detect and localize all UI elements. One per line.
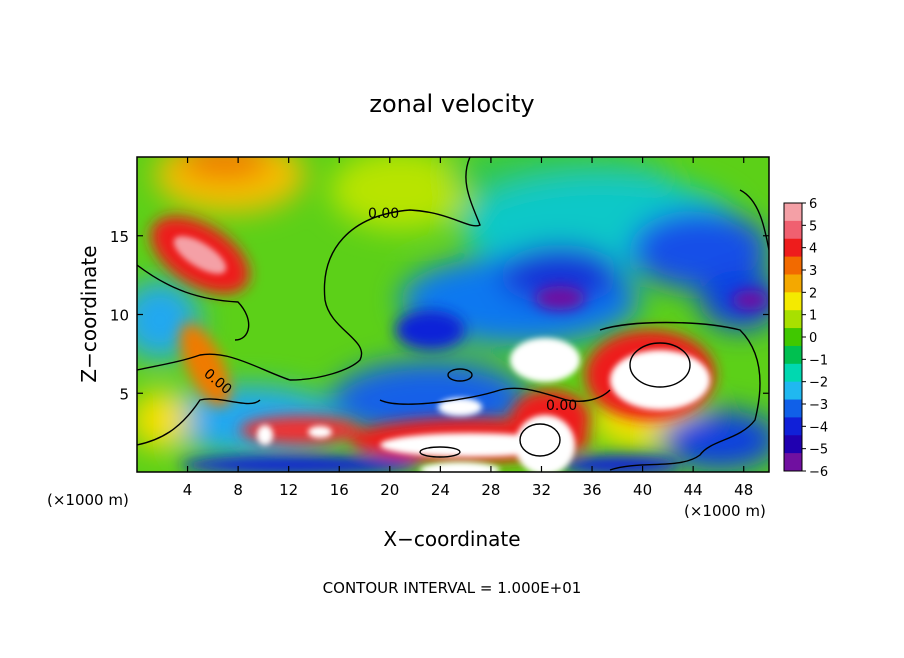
zero-contours: [137, 157, 769, 471]
colorbar: 6 5 4 3 2 1 0 −1 −2 −3 −4 −5 −6: [783, 197, 828, 480]
colorbar-swatch: [784, 328, 802, 347]
x-tick-label: 20: [380, 481, 399, 499]
x-tick-label: 12: [279, 481, 298, 499]
colorbar-tick-label: 3: [809, 264, 817, 279]
contour-interval-footer: CONTOUR INTERVAL = 1.000E+01: [323, 579, 582, 597]
colorbar-swatch: [784, 363, 802, 383]
colorbar-swatch: [784, 453, 802, 472]
y-tick-label: 15: [110, 228, 129, 246]
y-tick-label: 10: [110, 307, 129, 325]
colorbar-swatch: [784, 310, 802, 329]
colorbar-tick-label: 6: [809, 197, 817, 212]
colorbar-swatch: [784, 220, 802, 240]
colorbar-swatch: [784, 238, 802, 258]
x-tick-label: 48: [734, 481, 753, 499]
colorbar-swatch: [784, 292, 802, 311]
colorbar-tick-label: −5: [809, 443, 828, 458]
colorbar-tick-label: −2: [809, 376, 828, 391]
x-axis: 4 8 12 16 20 24 28 32 36 40 44 48: [183, 157, 753, 499]
x-tick-label: 24: [431, 481, 450, 499]
x-tick-label: 28: [481, 481, 500, 499]
x-tick-label: 44: [684, 481, 703, 499]
colorbar-tick-label: −1: [809, 353, 828, 368]
x-unit-right: (×1000 m): [684, 502, 766, 520]
colorbar-tick-label: 4: [809, 242, 817, 257]
colorbar-swatch: [784, 381, 802, 401]
colorbar-tick-label: 5: [809, 219, 817, 234]
colorbar-swatch: [784, 203, 802, 222]
colorbar-tick-label: −4: [809, 420, 828, 435]
colorbar-swatch: [784, 417, 802, 436]
y-tick-label: 5: [119, 385, 129, 403]
chart-title: zonal velocity: [369, 90, 534, 118]
x-tick-label: 16: [330, 481, 349, 499]
x-axis-label: X−coordinate: [383, 527, 520, 551]
x-tick-label: 4: [183, 481, 193, 499]
contour-label: 0.00: [368, 206, 399, 222]
contour-label: 0.00: [546, 398, 577, 414]
x-tick-label: 32: [532, 481, 551, 499]
x-tick-label: 36: [582, 481, 601, 499]
colorbar-tick-label: 1: [809, 309, 817, 324]
colorbar-swatch: [784, 274, 802, 293]
x-tick-label: 8: [233, 481, 243, 499]
colorbar-swatch: [784, 256, 802, 275]
colorbar-swatch: [784, 345, 802, 365]
y-axis-label: Z−coordinate: [77, 245, 101, 382]
colorbar-tick-label: 0: [809, 331, 817, 346]
y-axis: 5 10 15: [110, 228, 769, 403]
colorbar-tick-label: −6: [809, 465, 828, 480]
colorbar-swatch: [784, 399, 802, 418]
x-unit-left: (×1000 m): [47, 491, 129, 509]
colorbar-tick-label: 2: [809, 286, 817, 301]
colorbar-swatch: [784, 435, 802, 454]
colorbar-tick-label: −3: [809, 398, 828, 413]
x-tick-label: 40: [633, 481, 652, 499]
heatmap-field: 0.00 0.00 0.00: [137, 157, 769, 472]
